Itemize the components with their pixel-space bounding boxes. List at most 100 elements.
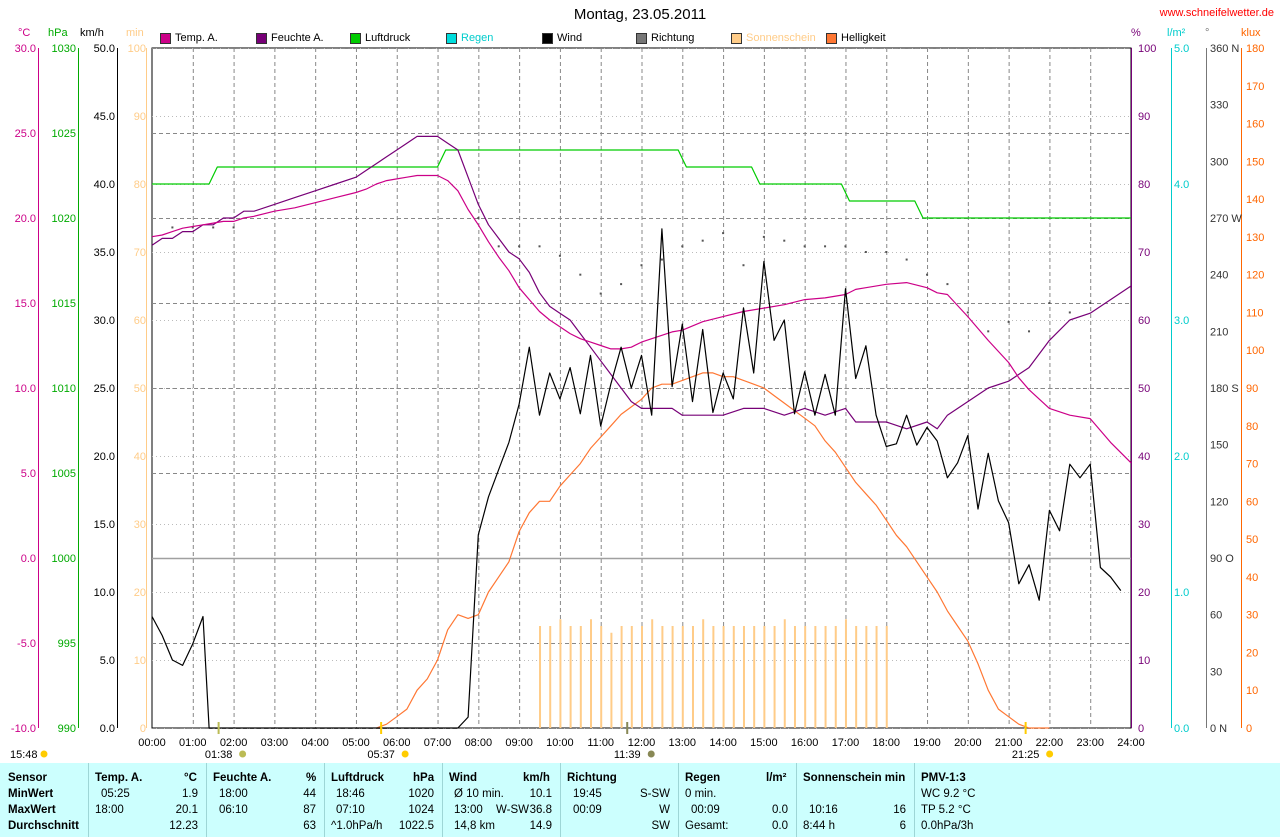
legend-swatch: [731, 33, 742, 44]
pressure-tick-label: 1015: [52, 298, 76, 310]
pressure-unit-label: hPa: [48, 27, 68, 39]
direction-point: [681, 245, 684, 248]
wind-unit-label: km/h: [80, 27, 104, 39]
x-tick-label: 02:00: [220, 737, 248, 749]
wind-tick-label: 30.0: [94, 315, 115, 327]
wind-tick-label: 25.0: [94, 383, 115, 395]
wind-tick-label: 50.0: [94, 43, 115, 55]
direction-point: [1028, 330, 1031, 333]
brightness-tick-label: 130: [1246, 232, 1264, 244]
x-tick-label: 18:00: [872, 737, 900, 749]
x-tick-label: 10:00: [546, 737, 574, 749]
temp-tick-label: 25.0: [15, 128, 36, 140]
pressure-line: [152, 149, 1131, 219]
humidity-header: Feuchte A.: [213, 772, 272, 784]
pressure-max-time: 07:10: [336, 804, 365, 816]
direction-point: [538, 245, 541, 248]
rain-unit-label: l/m²: [1167, 27, 1186, 39]
sun-tick-label: 50: [134, 383, 146, 395]
direction-point: [171, 226, 174, 229]
pressure-tick-label: 1005: [52, 468, 76, 480]
legend-swatch: [826, 33, 837, 44]
x-tick-label: 08:00: [465, 737, 493, 749]
brightness-tick-label: 30: [1246, 610, 1258, 622]
direction-point: [191, 226, 194, 229]
direction-point: [232, 226, 235, 229]
weather-chart: 30.025.020.015.010.05.00.0-5.0-10.010301…: [10, 27, 1264, 761]
temp-min: 1.9: [182, 788, 198, 800]
x-tick-label: 21:00: [995, 737, 1023, 749]
humidity-unit: %: [306, 772, 317, 784]
brightness-tick-label: 0: [1246, 723, 1252, 735]
humidity-tick-label: 70: [1138, 247, 1150, 259]
wind-max: 36.8: [529, 804, 552, 816]
direction-point: [212, 226, 215, 229]
pressure-avg: 1022.5: [398, 820, 434, 832]
sun-tick-label: 10: [134, 655, 146, 667]
brightness-tick-label: 70: [1246, 459, 1258, 471]
legend-label: Luftdruck: [365, 32, 411, 44]
row-label-max: MaxWert: [8, 804, 56, 816]
sun-tick-label: 40: [134, 451, 146, 463]
legend-label: Wind: [557, 32, 583, 44]
sunset-icon: [1046, 750, 1054, 758]
x-tick-label: 05:00: [342, 737, 370, 749]
direction-point: [640, 264, 643, 267]
rain-max: 0.0: [772, 804, 788, 816]
brightness-tick-label: 40: [1246, 572, 1258, 584]
daylength-label: 15:48: [10, 749, 38, 761]
pressure-tick-label: 995: [58, 638, 76, 650]
rain-tick-label: 4.0: [1174, 179, 1189, 191]
x-tick-label: 20:00: [954, 737, 982, 749]
direction-point: [742, 264, 745, 267]
direction-tick-label: 120: [1210, 496, 1228, 508]
direction-point: [762, 235, 765, 238]
x-tick-label: 12:00: [628, 737, 656, 749]
rain-tick-label: 3.0: [1174, 315, 1189, 327]
direction-point: [558, 254, 561, 257]
sun-tick-label: 60: [134, 315, 146, 327]
brightness-tick-label: 50: [1246, 534, 1258, 546]
brightness-tick-label: 170: [1246, 81, 1264, 93]
sun-tick-label: 20: [134, 587, 146, 599]
direction-avg: SW: [651, 820, 670, 832]
humidity-line: [151, 135, 1132, 430]
source-link[interactable]: www.schneifelwetter.de: [1159, 7, 1274, 19]
x-tick-label: 16:00: [791, 737, 819, 749]
pressure-tick-label: 1020: [52, 213, 76, 225]
direction-point: [701, 239, 704, 242]
direction-header: Richtung: [567, 772, 617, 784]
pressure-tick-label: 1030: [52, 43, 76, 55]
sensor-header: Sensor: [8, 772, 47, 784]
temp-unit-label: °C: [18, 27, 30, 39]
direction-tick-label: 30: [1210, 666, 1222, 678]
direction-tick-label: 210: [1210, 326, 1228, 338]
legend-label: Helligkeit: [841, 32, 886, 44]
sun-tick-label: 0: [140, 723, 146, 735]
direction-point: [946, 283, 949, 286]
brightness-tick-label: 10: [1246, 685, 1258, 697]
x-tick-label: 13:00: [669, 737, 697, 749]
direction-point: [905, 258, 908, 261]
x-tick-label: 03:00: [261, 737, 289, 749]
direction-point: [926, 273, 929, 276]
wind-distance: 14,8 km: [454, 820, 495, 832]
direction-point: [803, 245, 806, 248]
direction-point: [518, 245, 521, 248]
legend-swatch: [256, 33, 267, 44]
direction-tick-label: 330: [1210, 100, 1228, 112]
pressure-tick-label: 1025: [52, 128, 76, 140]
sun-tick-label: 30: [134, 519, 146, 531]
wind-tick-label: 5.0: [100, 655, 115, 667]
direction-point: [966, 311, 969, 314]
humidity-tick-label: 80: [1138, 179, 1150, 191]
temp-unit: °C: [184, 772, 197, 784]
wind-tick-label: 15.0: [94, 519, 115, 531]
brightness-unit-label: klux: [1241, 27, 1261, 39]
direction-max-time: 00:09: [573, 804, 602, 816]
sunrise-label: 05:37: [367, 749, 395, 761]
direction-tick-label: 300: [1210, 156, 1228, 168]
x-tick-label: 15:00: [750, 737, 778, 749]
sunshine-header: Sonnenschein min: [803, 772, 906, 784]
